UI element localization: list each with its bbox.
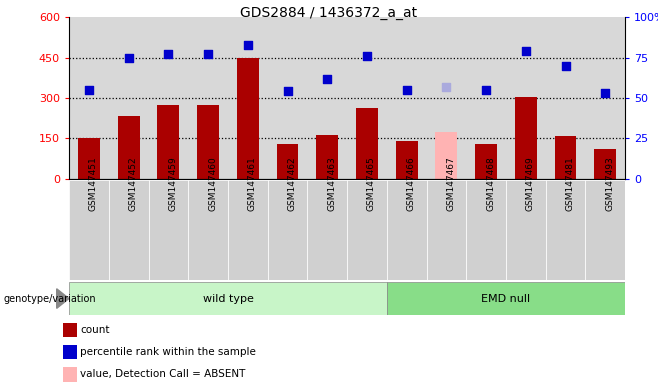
Text: count: count: [80, 325, 110, 335]
Text: GSM147463: GSM147463: [327, 156, 336, 211]
Point: [441, 84, 451, 90]
Bar: [586, 180, 625, 280]
Bar: [356, 108, 378, 179]
Bar: [197, 106, 219, 179]
Text: GSM147466: GSM147466: [407, 156, 416, 211]
Text: GSM147469: GSM147469: [526, 156, 535, 211]
Bar: [228, 180, 268, 280]
Text: GSM147493: GSM147493: [605, 156, 614, 211]
Text: GSM147467: GSM147467: [446, 156, 455, 211]
Bar: [395, 141, 418, 179]
Bar: [515, 97, 537, 179]
Text: GSM147481: GSM147481: [565, 156, 574, 211]
Text: GSM147452: GSM147452: [129, 156, 138, 211]
Point: [163, 51, 174, 58]
Bar: [149, 180, 188, 280]
Bar: [387, 282, 625, 315]
Text: GSM147468: GSM147468: [486, 156, 495, 211]
Bar: [109, 180, 149, 280]
Bar: [316, 135, 338, 179]
Point: [362, 53, 372, 59]
Bar: [545, 180, 586, 280]
Point: [203, 51, 213, 58]
Text: value, Detection Call = ABSENT: value, Detection Call = ABSENT: [80, 369, 245, 379]
Text: wild type: wild type: [203, 293, 253, 304]
Bar: [594, 149, 616, 179]
Bar: [276, 144, 299, 179]
Text: percentile rank within the sample: percentile rank within the sample: [80, 347, 256, 357]
Point: [282, 88, 293, 94]
Bar: [307, 180, 347, 280]
Bar: [475, 144, 497, 179]
Text: GSM147465: GSM147465: [367, 156, 376, 211]
Point: [481, 87, 492, 93]
Point: [600, 90, 611, 96]
Bar: [69, 282, 387, 315]
Bar: [118, 116, 139, 179]
Point: [243, 41, 253, 48]
Text: GSM147462: GSM147462: [288, 156, 297, 211]
Point: [520, 48, 531, 54]
Bar: [436, 132, 457, 179]
Text: GSM147451: GSM147451: [89, 156, 98, 211]
Bar: [555, 136, 576, 179]
Bar: [188, 180, 228, 280]
Bar: [347, 180, 387, 280]
Bar: [467, 180, 506, 280]
Text: GSM147459: GSM147459: [168, 156, 178, 211]
Text: genotype/variation: genotype/variation: [3, 293, 96, 304]
Text: GDS2884 / 1436372_a_at: GDS2884 / 1436372_a_at: [240, 6, 418, 20]
Point: [560, 63, 570, 69]
Bar: [69, 180, 109, 280]
Bar: [78, 138, 100, 179]
Point: [84, 87, 94, 93]
Point: [322, 76, 332, 82]
Text: EMD null: EMD null: [482, 293, 530, 304]
Polygon shape: [57, 289, 69, 308]
Point: [401, 87, 412, 93]
Bar: [268, 180, 307, 280]
Point: [124, 55, 134, 61]
Bar: [426, 180, 467, 280]
Bar: [506, 180, 545, 280]
Text: GSM147460: GSM147460: [208, 156, 217, 211]
Bar: [237, 58, 259, 179]
Bar: [157, 106, 179, 179]
Text: GSM147461: GSM147461: [248, 156, 257, 211]
Bar: [387, 180, 426, 280]
